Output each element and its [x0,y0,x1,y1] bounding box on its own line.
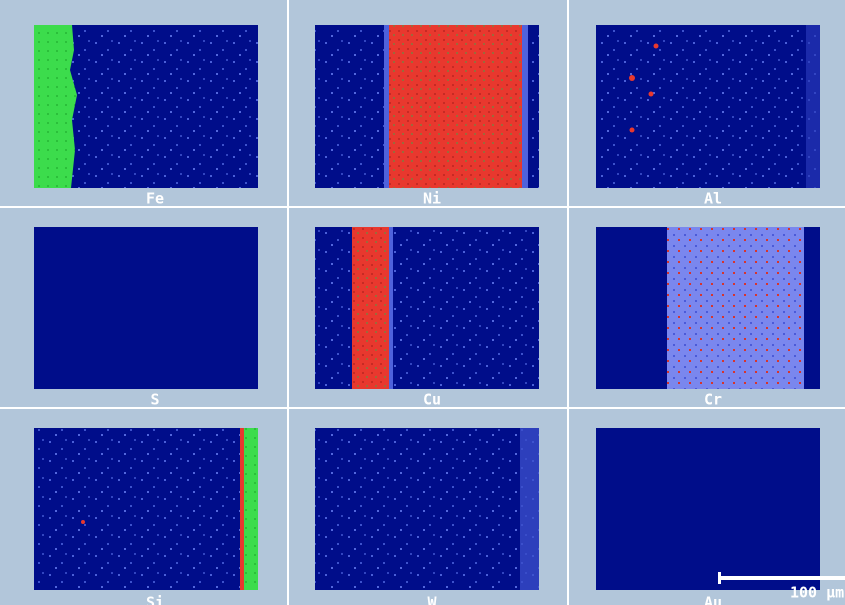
fe-region [34,25,77,188]
map [596,25,820,188]
map-label: W [427,594,437,605]
page: {"maps": [{"label": "Fe"}, {"label": "Ni… [0,0,845,605]
map-label: Al [704,190,722,208]
map-label: Fe [146,190,164,208]
map-label: Cu [423,391,441,409]
ni-edge [522,25,528,188]
scale-tick [718,572,721,584]
si-edge [240,428,244,590]
cu-edge [389,227,393,389]
scale-line [718,576,845,580]
al-spot [654,44,659,49]
map [315,227,539,389]
map [34,428,258,590]
cu-region [352,227,389,389]
map-grid: Fe Ni Al S Cu Cr Si W Au 100 μm [0,0,845,605]
si-spot [81,520,85,524]
map-label: Ni [423,190,441,208]
al-edge [806,25,820,188]
map [34,227,258,389]
al-spot [629,75,635,81]
scale-label: 100 μm [790,584,844,602]
al-spot [649,92,654,97]
ni-region [389,25,522,188]
map [315,428,539,590]
map [596,428,820,590]
al-spot [630,128,635,133]
w-region [520,428,539,590]
map-label: Au [704,594,722,605]
map-label: Si [146,594,164,605]
map-label: S [150,391,159,409]
si-region [244,428,258,590]
cr-region [667,227,804,389]
map-label: Cr [704,391,722,409]
